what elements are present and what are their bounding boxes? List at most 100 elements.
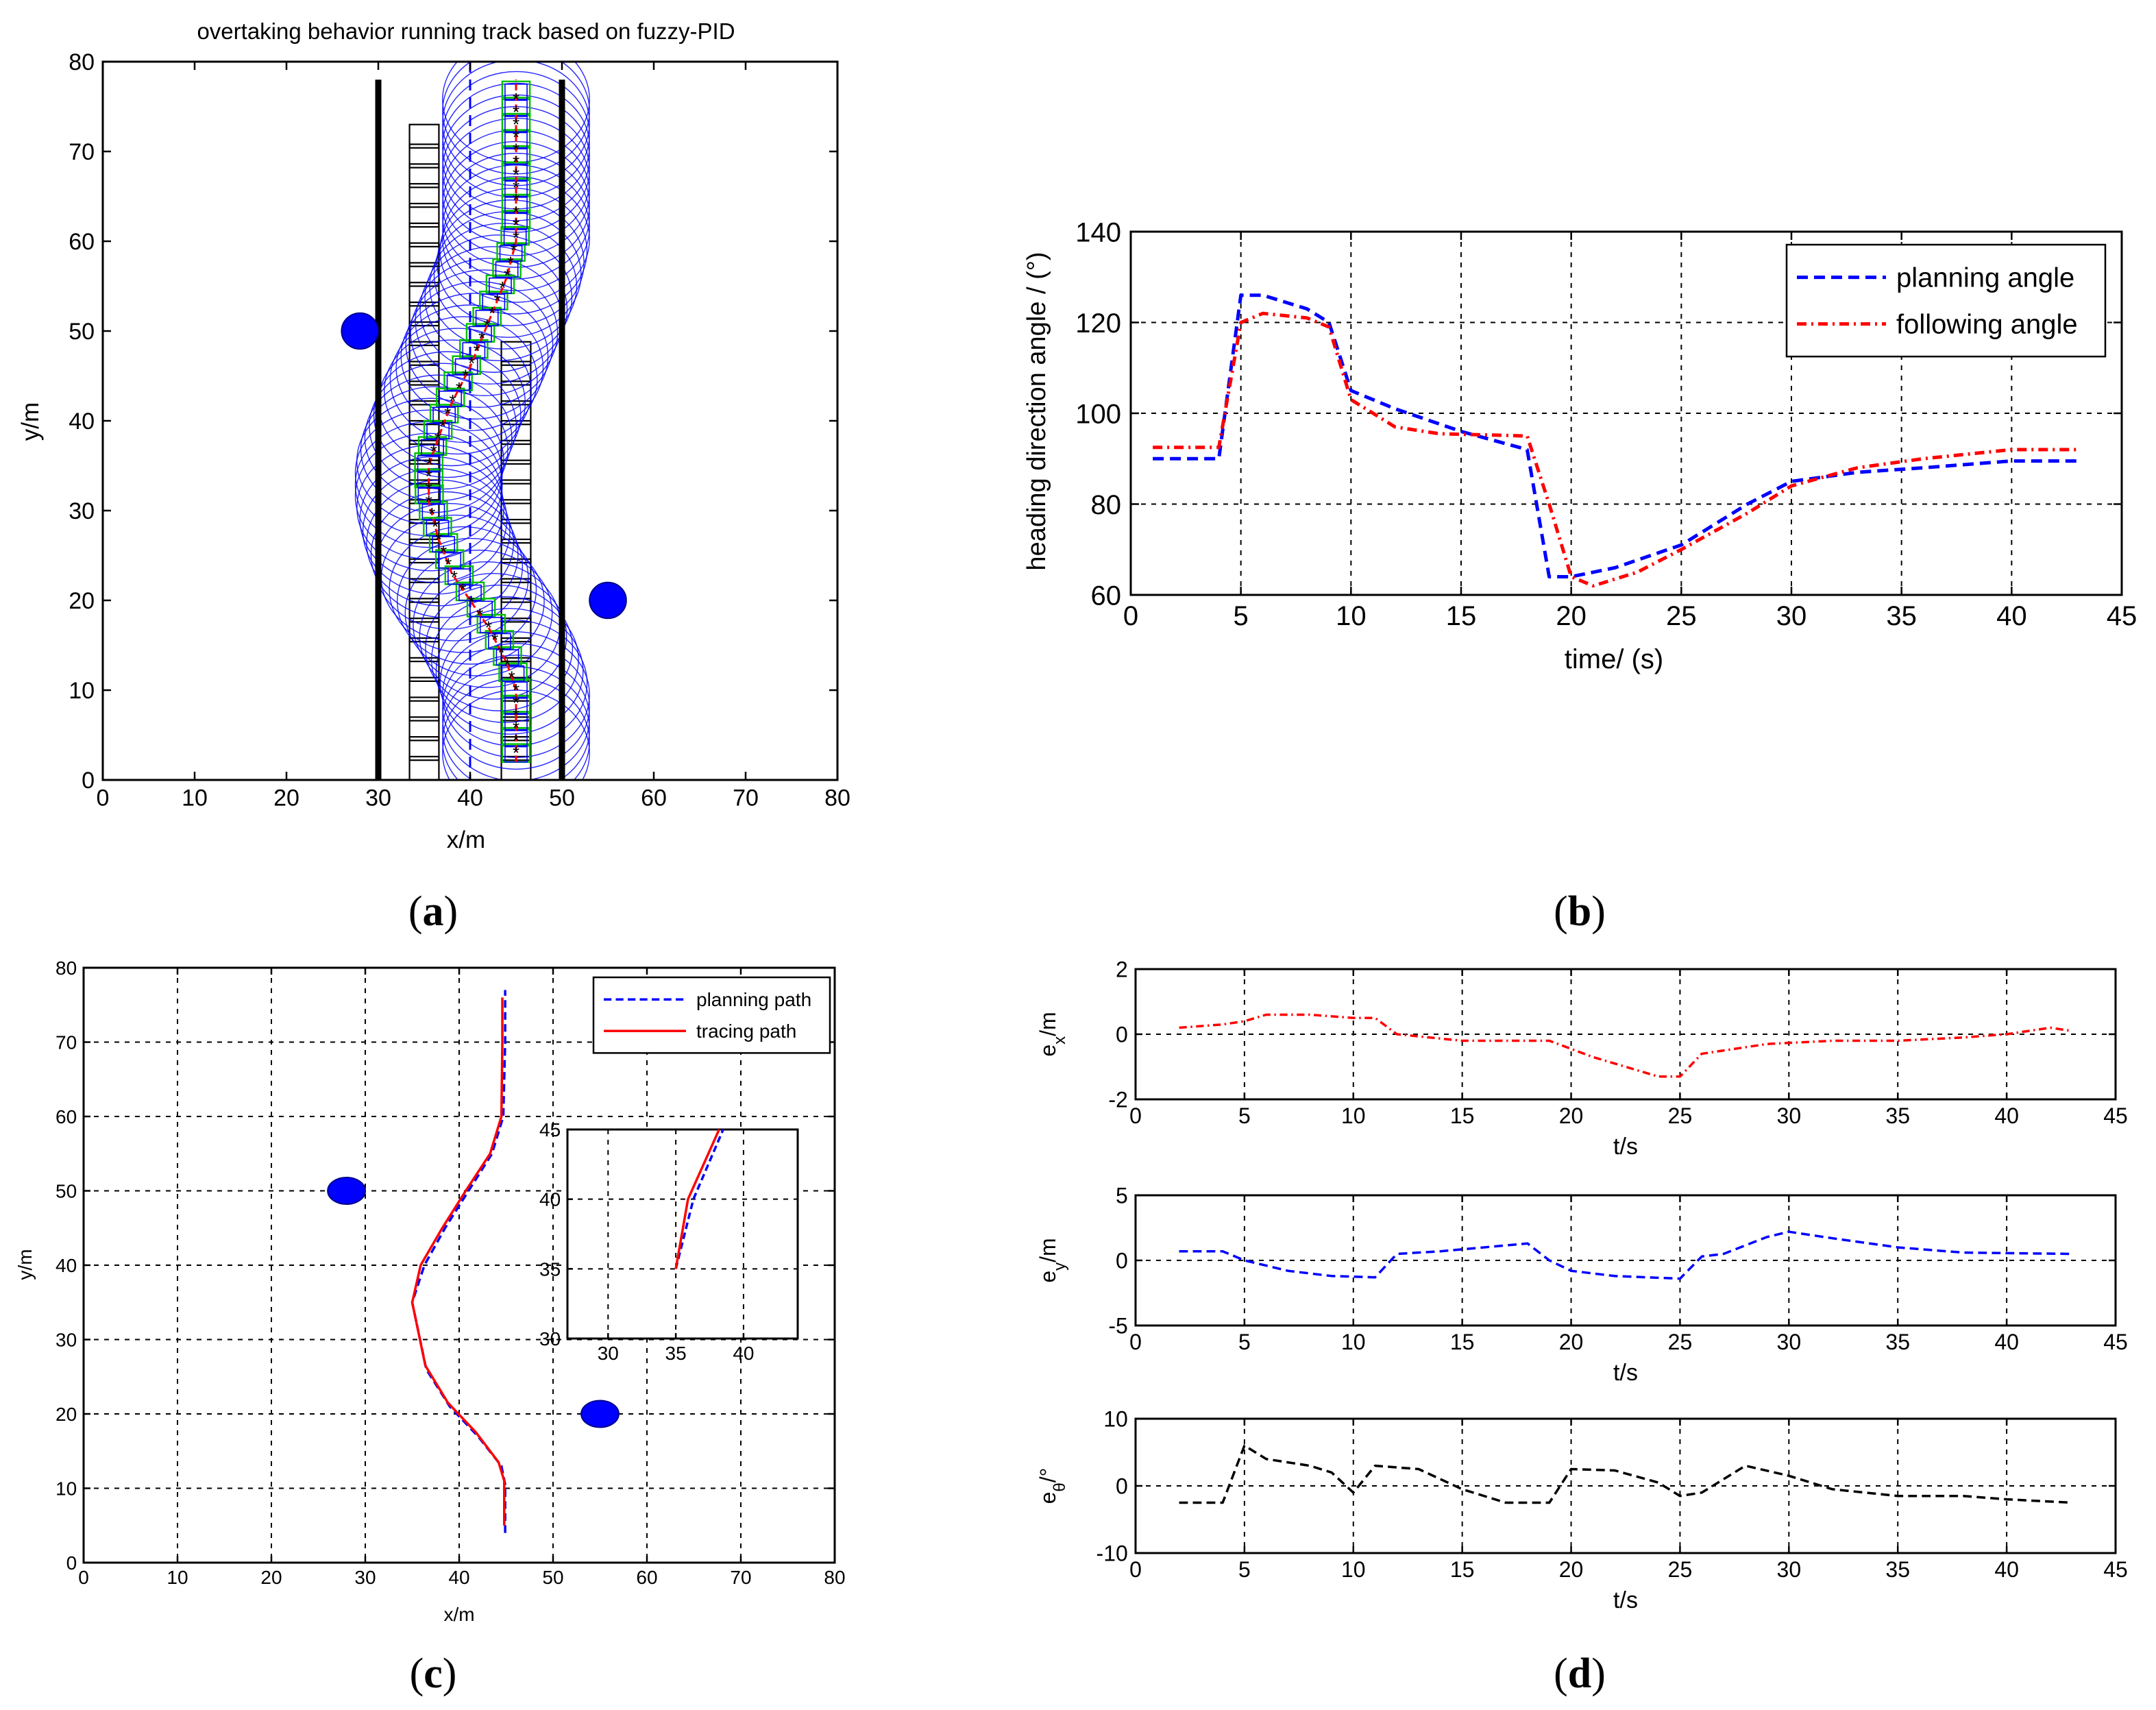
path-marker: *	[513, 164, 519, 185]
panel-c-path-chart: 0 10 20 30 40 50 60 70 80 0 10 20 30 40 50 60 70 80 planni…	[14, 957, 846, 1697]
obstacle-vehicle-frame	[500, 618, 532, 643]
y-tick-label: 0	[1116, 1249, 1128, 1273]
envelope-ellipse	[404, 549, 553, 676]
static-vehicle-frame	[408, 361, 440, 386]
y-tick-label: 35	[539, 1258, 561, 1280]
envelope-ellipse	[442, 152, 590, 280]
x-tick-label: 0	[1129, 1557, 1142, 1582]
subplot-series-line	[1179, 1230, 2072, 1280]
obstacle-marker	[580, 1400, 620, 1428]
static-vehicle-frame	[408, 637, 440, 663]
path-marker: *	[489, 303, 495, 323]
path-marker: *	[426, 479, 432, 500]
x-tick-label: 5	[1238, 1330, 1251, 1354]
y-tick-label: 120	[1075, 308, 1121, 339]
path-marker: *	[430, 441, 437, 462]
path-marker: *	[428, 504, 435, 524]
x-tick-label: 50	[542, 1567, 563, 1588]
legend-label: planning angle	[1896, 263, 2074, 293]
x-tick-label: 60	[641, 785, 667, 811]
static-vehicle-frame	[408, 282, 440, 307]
path-marker: *	[504, 265, 511, 286]
path-marker: *	[451, 567, 458, 587]
x-tick-label: 10	[1336, 601, 1367, 631]
y-tick-label: 2	[1116, 957, 1128, 982]
envelope-ellipse	[359, 456, 508, 583]
path-marker: *	[445, 554, 452, 575]
legend-label: planning path	[696, 989, 811, 1010]
x-tick-label: 45	[2103, 1557, 2128, 1582]
x-tick-label: 20	[1556, 601, 1587, 631]
envelope-ellipse	[429, 223, 578, 350]
static-vehicle-frame	[408, 163, 440, 188]
plot-content: ****************************************…	[354, 62, 590, 780]
path-marker: *	[513, 215, 519, 235]
y-tick-label: 70	[69, 139, 95, 165]
y-tick-label: 0	[1116, 1474, 1128, 1499]
path-marker: *	[434, 428, 441, 449]
static-vehicle-frame	[408, 618, 440, 643]
obstacle-vehicle-frame	[500, 676, 532, 702]
path-marker: *	[513, 680, 519, 700]
x-tick-label: 0	[1129, 1330, 1142, 1354]
x-tick-label: 40	[457, 785, 483, 811]
path-marker: *	[513, 139, 519, 160]
panel-b-plot-area: 0 5 10 15 20 25 30 35 40 45 60 80 100 120 140 planning …	[1075, 217, 2137, 631]
x-tick-label: 30	[365, 785, 391, 811]
path-marker: *	[494, 290, 501, 310]
x-tick-label: 50	[549, 785, 575, 811]
envelope-ellipse	[362, 467, 511, 595]
x-tick-label: 25	[1668, 1330, 1693, 1354]
envelope-ellipse	[396, 537, 545, 665]
series-line-following-angle	[1153, 311, 2078, 588]
path-marker: *	[426, 491, 432, 512]
obstacle-marker	[341, 312, 380, 350]
envelope-ellipse	[433, 211, 582, 338]
x-tick-label: 40	[1996, 601, 2027, 631]
panel-b-caption: (b)	[1554, 888, 1606, 935]
x-tick-label: 10	[1341, 1330, 1366, 1354]
obstacle-marker	[589, 581, 627, 620]
path-marker: *	[484, 315, 491, 336]
y-tick-label: 40	[69, 408, 95, 435]
y-tick-label: 20	[69, 588, 95, 614]
y-tick-label: 80	[69, 49, 95, 75]
path-marker: *	[468, 592, 475, 613]
envelope-ellipse	[435, 608, 584, 735]
panel-a-title: overtaking behavior running track based …	[197, 19, 735, 44]
ego-inner-frame	[469, 326, 492, 343]
x-tick-label: 30	[1777, 1557, 1802, 1582]
subplot-series-line	[1179, 1444, 2072, 1504]
subplot-xlabel: t/s	[1613, 1360, 1638, 1386]
panel-b-xlabel: time/ (s)	[1565, 644, 1663, 674]
static-vehicle-frame	[408, 242, 440, 267]
static-vehicle-frame	[408, 183, 440, 208]
envelope-ellipse	[410, 269, 559, 397]
path-marker: *	[435, 529, 442, 550]
path-marker: *	[474, 341, 480, 361]
envelope-ellipse	[354, 432, 503, 560]
x-tick-label: 0	[1129, 1103, 1142, 1128]
y-tick-label: 40	[539, 1189, 561, 1210]
x-tick-label: 10	[1341, 1557, 1366, 1582]
ylabel-main: e	[1036, 1045, 1060, 1057]
x-tick-label: 30	[598, 1343, 619, 1364]
path-marker: *	[432, 517, 439, 537]
envelope-ellipse	[373, 351, 522, 478]
path-marker: *	[513, 101, 519, 122]
x-tick-label: 40	[1994, 1330, 2019, 1354]
path-marker: *	[513, 228, 519, 248]
envelope-ellipse	[370, 491, 519, 618]
x-tick-label: 35	[1885, 1103, 1910, 1128]
y-tick-label: 10	[69, 678, 95, 704]
envelope-ellipse	[425, 585, 574, 711]
path-marker: *	[504, 655, 511, 675]
path-marker: *	[444, 404, 451, 424]
path-marker: *	[468, 353, 475, 374]
path-marker: *	[513, 705, 519, 726]
x-tick-label: 35	[1885, 1557, 1910, 1582]
y-tick-label: 20	[56, 1404, 77, 1425]
